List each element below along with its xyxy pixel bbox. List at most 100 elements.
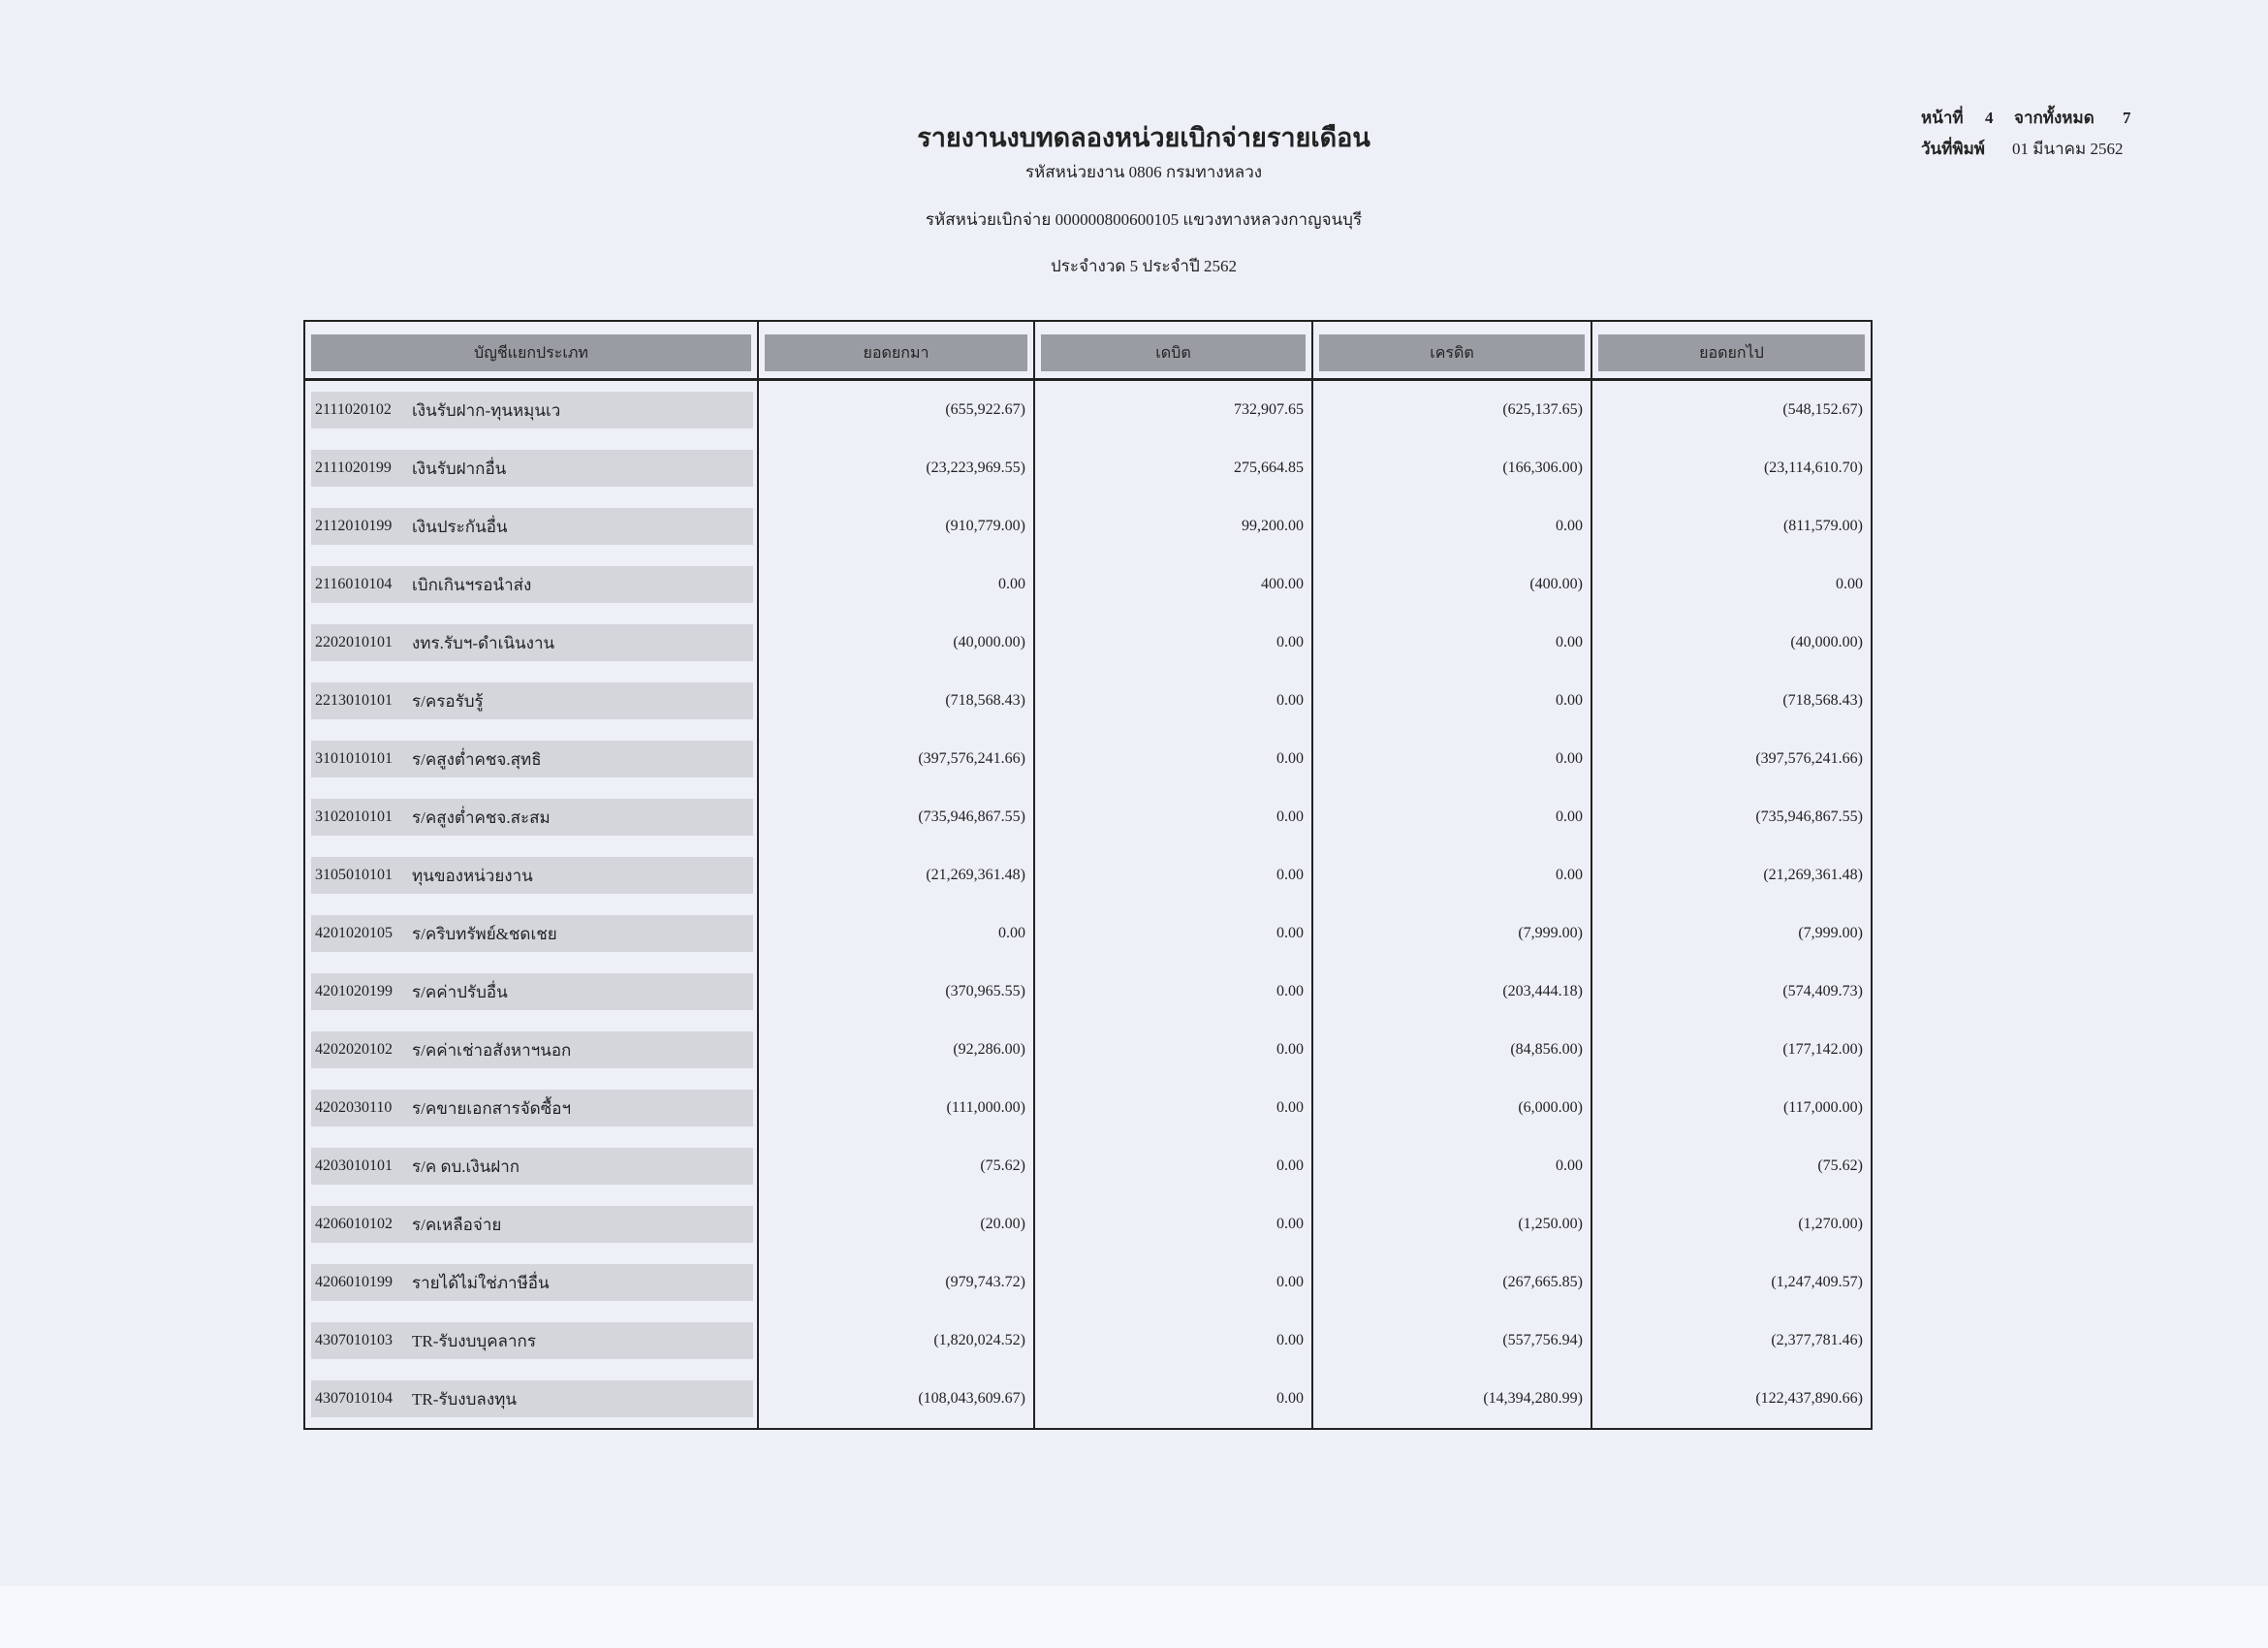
account-cell: 2111020102 เงินรับฝาก-ทุนหมุนเว: [303, 379, 759, 439]
debit-cell: 400.00: [1033, 555, 1313, 614]
carried-forward-cell: (23,114,610.70): [1591, 439, 1873, 497]
account-name: งทร.รับฯ-ดำเนินงาน: [412, 633, 555, 652]
account-code: 4202020102: [315, 1041, 393, 1058]
account-name: เงินประกันอื่น: [412, 517, 508, 536]
page-number: 4: [1985, 109, 1994, 127]
total-pages: 7: [2123, 109, 2131, 127]
debit-cell: 0.00: [1033, 846, 1313, 904]
print-date-label: วันที่พิมพ์: [1921, 140, 1985, 158]
brought-forward-cell: (21,269,361.48): [757, 846, 1035, 904]
credit-cell: 0.00: [1311, 1137, 1592, 1195]
carried-forward-cell: (2,377,781.46): [1591, 1312, 1873, 1370]
carried-forward-cell: (177,142.00): [1591, 1021, 1873, 1079]
table-row: 4307010103 TR-รับงบบุคลากร (1,820,024.52) 0…: [303, 1312, 1873, 1370]
credit-cell: (400.00): [1311, 555, 1592, 614]
debit-cell: 0.00: [1033, 1195, 1313, 1253]
brought-forward-cell: (370,965.55): [757, 963, 1035, 1021]
account-code: 4206010199: [315, 1274, 393, 1290]
account-cell: 4202020102 ร/คค่าเช่าอสังหาฯนอก: [303, 1021, 759, 1079]
brought-forward-cell: (735,946,867.55): [757, 788, 1035, 846]
account-code: 4201020105: [315, 925, 393, 941]
account-code: 3105010101: [315, 867, 393, 883]
brought-forward-cell: (655,922.67): [757, 379, 1035, 439]
table-row: 4307010104 TR-รับงบลงทุน (108,043,609.67) 0…: [303, 1370, 1873, 1429]
brought-forward-cell: (397,576,241.66): [757, 730, 1035, 788]
brought-forward-cell: 0.00: [757, 904, 1035, 963]
account-name: เบิกเกินฯรอนำส่ง: [412, 575, 532, 594]
debit-cell: 0.00: [1033, 1137, 1313, 1195]
table-row: 3102010101 ร/คสูงต่ำคชจ.สะสม (735,946,867.…: [303, 788, 1873, 846]
debit-cell: 0.00: [1033, 1079, 1313, 1137]
debit-cell: 99,200.00: [1033, 497, 1313, 555]
carried-forward-cell: (75.62): [1591, 1137, 1873, 1195]
account-cell: 4201020105 ร/คริบทรัพย์&ชดเชย: [303, 904, 759, 963]
report-title: รายงานงบทดลองหน่วยเบิกจ่ายรายเดือน: [917, 123, 1370, 152]
credit-cell: 0.00: [1311, 788, 1592, 846]
carried-forward-cell: (122,437,890.66): [1591, 1370, 1873, 1429]
table-row: 3105010101 ทุนของหน่วยงาน (21,269,361.48) 0…: [303, 846, 1873, 904]
credit-cell: (6,000.00): [1311, 1079, 1592, 1137]
account-code: 2111020199: [315, 460, 392, 476]
print-date: 01 มีนาคม 2562: [2012, 140, 2124, 158]
brought-forward-cell: (111,000.00): [757, 1079, 1035, 1137]
account-code: 2112010199: [315, 518, 393, 534]
table-row: 4203010101 ร/ค ดบ.เงินฝาก (75.62) 0.00 0.00(…: [303, 1137, 1873, 1195]
table-row: 2202010101 งทร.รับฯ-ดำเนินงาน (40,000.00) 0…: [303, 614, 1873, 672]
total-label: จากทั้งหมด: [2014, 109, 2095, 127]
account-code: 3102010101: [315, 808, 393, 825]
account-cell: 4307010103 TR-รับงบบุคลากร: [303, 1312, 759, 1370]
brought-forward-cell: (910,779.00): [757, 497, 1035, 555]
carried-forward-cell: (1,247,409.57): [1591, 1253, 1873, 1312]
credit-cell: 0.00: [1311, 497, 1592, 555]
credit-cell: (1,250.00): [1311, 1195, 1592, 1253]
credit-cell: (267,665.85): [1311, 1253, 1592, 1312]
trial-balance-table: บัญชีแยกประเภท ยอดยกมา เดบิต เครดิต ยอดย…: [303, 320, 1873, 1430]
account-cell: 4201020199 ร/คค่าปรับอื่น: [303, 963, 759, 1021]
account-cell: 4206010102 ร/คเหลือจ่าย: [303, 1195, 759, 1253]
page-info: หน้าที่ 4 จากทั้งหมด 7: [1921, 105, 2131, 131]
account-name: ร/คขายเอกสารจัดซื้อฯ: [412, 1098, 572, 1118]
account-name: ร/ค ดบ.เงินฝาก: [412, 1157, 520, 1176]
credit-cell: (203,444.18): [1311, 963, 1592, 1021]
column-header-debit: เดบิต: [1033, 321, 1313, 381]
table-header-row: บัญชีแยกประเภท ยอดยกมา เดบิต เครดิต ยอดย…: [303, 321, 1873, 381]
disbursing-unit: รหัสหน่วยเบิกจ่าย 000000800600105 แขวงทา…: [925, 210, 1363, 229]
print-date-info: วันที่พิมพ์ 01 มีนาคม 2562: [1921, 136, 2123, 162]
account-cell: 4202030110 ร/คขายเอกสารจัดซื้อฯ: [303, 1079, 759, 1137]
account-name: ร/คสูงต่ำคชจ.สะสม: [412, 808, 551, 827]
brought-forward-cell: 0.00: [757, 555, 1035, 614]
debit-cell: 0.00: [1033, 1021, 1313, 1079]
brought-forward-cell: (75.62): [757, 1137, 1035, 1195]
debit-cell: 0.00: [1033, 788, 1313, 846]
account-name: รายได้ไม่ใช่ภาษีอื่น: [412, 1273, 550, 1292]
debit-cell: 732,907.65: [1033, 379, 1313, 439]
carried-forward-cell: (397,576,241.66): [1591, 730, 1873, 788]
carried-forward-cell: (1,270.00): [1591, 1195, 1873, 1253]
brought-forward-cell: (718,568.43): [757, 672, 1035, 730]
brought-forward-cell: (108,043,609.67): [757, 1370, 1035, 1429]
credit-cell: (14,394,280.99): [1311, 1370, 1592, 1429]
brought-forward-cell: (92,286.00): [757, 1021, 1035, 1079]
carried-forward-cell: (574,409.73): [1591, 963, 1873, 1021]
credit-cell: 0.00: [1311, 846, 1592, 904]
credit-cell: (7,999.00): [1311, 904, 1592, 963]
credit-cell: (557,756.94): [1311, 1312, 1592, 1370]
carried-forward-cell: (40,000.00): [1591, 614, 1873, 672]
table-row: 2111020199 เงินรับฝากอื่น (23,223,969.55) 2…: [303, 439, 1873, 497]
account-cell: 2213010101 ร/ครอรับรู้: [303, 672, 759, 730]
table-row: 4201020105 ร/คริบทรัพย์&ชดเชย 0.00 0.00 (7,9…: [303, 904, 1873, 963]
debit-cell: 0.00: [1033, 1370, 1313, 1429]
page-label: หน้าที่: [1921, 109, 1964, 127]
credit-cell: 0.00: [1311, 614, 1592, 672]
credit-cell: (166,306.00): [1311, 439, 1592, 497]
account-cell: 2112010199 เงินประกันอื่น: [303, 497, 759, 555]
brought-forward-cell: (40,000.00): [757, 614, 1035, 672]
carried-forward-cell: (21,269,361.48): [1591, 846, 1873, 904]
column-header-credit: เครดิต: [1311, 321, 1592, 381]
column-header-brought-forward: ยอดยกมา: [757, 321, 1035, 381]
debit-cell: 0.00: [1033, 730, 1313, 788]
carried-forward-cell: 0.00: [1591, 555, 1873, 614]
table-row: 2111020102 เงินรับฝาก-ทุนหมุนเว (655,922.6…: [303, 379, 1873, 439]
table-row: 4206010199 รายได้ไม่ใช่ภาษีอื่น (979,743.7…: [303, 1253, 1873, 1312]
debit-cell: 0.00: [1033, 1253, 1313, 1312]
